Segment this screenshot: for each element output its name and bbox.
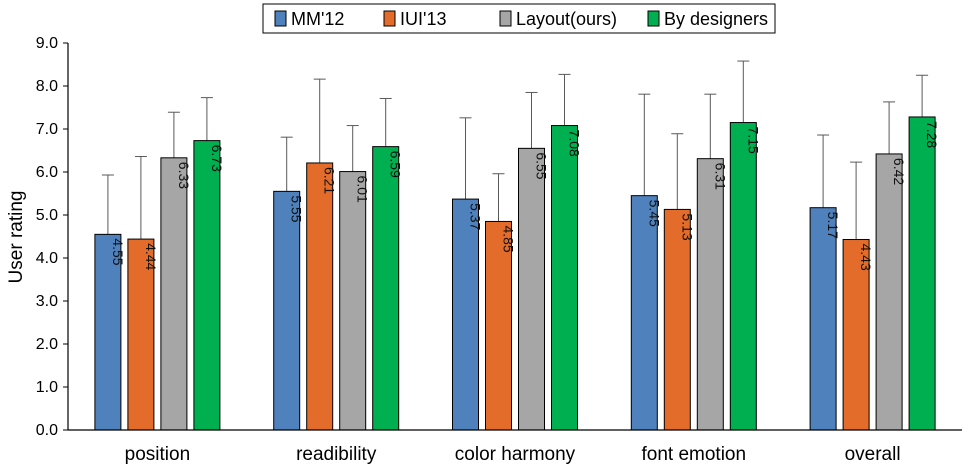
- bar: [908, 116, 936, 431]
- bar: [696, 158, 724, 431]
- data-label: 4.44: [143, 243, 159, 270]
- bar: [339, 171, 367, 431]
- bar: [729, 122, 757, 431]
- bar: [160, 157, 188, 431]
- y-tick-label: 1.0: [36, 379, 58, 396]
- y-tick-label: 7.0: [36, 121, 58, 138]
- data-label: 5.55: [289, 195, 305, 222]
- bar: [94, 233, 122, 431]
- bar: [842, 239, 870, 431]
- x-tick-label: readibility: [296, 444, 377, 465]
- data-label: 5.45: [646, 200, 662, 227]
- y-tick-label: 6.0: [36, 164, 58, 181]
- data-label: 7.28: [924, 121, 940, 148]
- bar: [551, 125, 578, 431]
- data-label: 5.17: [825, 212, 841, 239]
- legend-swatch: [274, 10, 287, 27]
- y-axis-label: User rating: [6, 191, 27, 284]
- data-label: 6.73: [209, 145, 225, 172]
- y-tick-label: 8.0: [36, 78, 58, 95]
- data-label: 6.33: [176, 162, 192, 189]
- legend-swatch: [383, 10, 396, 27]
- legend-swatch: [499, 10, 512, 27]
- data-label: 6.55: [534, 152, 550, 179]
- bar: [875, 153, 903, 431]
- data-label: 6.31: [712, 163, 728, 190]
- bar: [518, 147, 545, 431]
- bar: [809, 207, 837, 431]
- x-tick-label: position: [125, 444, 191, 465]
- data-label: 6.01: [355, 176, 371, 203]
- bar: [306, 162, 334, 431]
- legend-box: [262, 3, 776, 34]
- bar: [273, 190, 301, 431]
- legend-label: IUI'13: [400, 9, 446, 29]
- y-tick-label: 4.0: [36, 250, 58, 267]
- y-tick-label: 3.0: [36, 293, 58, 310]
- bar: [663, 208, 691, 431]
- legend-label: By designers: [664, 9, 768, 29]
- bar: [630, 195, 658, 431]
- legend-label: MM'12: [291, 9, 344, 29]
- x-tick-label: color harmony: [455, 444, 576, 465]
- data-label: 5.13: [679, 213, 695, 240]
- x-tick-label: overall: [845, 444, 901, 465]
- data-label: 4.43: [858, 244, 874, 271]
- y-tick-label: 9.0: [36, 35, 58, 52]
- data-label: 5.37: [468, 203, 484, 230]
- x-tick-label: font emotion: [642, 444, 747, 465]
- bar: [452, 198, 479, 431]
- legend-label: Layout(ours): [516, 9, 617, 29]
- data-label: 6.21: [322, 167, 338, 194]
- data-label: 6.42: [891, 158, 907, 185]
- data-label: 4.85: [501, 225, 517, 252]
- bar: [485, 220, 512, 431]
- y-tick-label: 2.0: [36, 336, 58, 353]
- bar: [372, 146, 400, 431]
- y-tick-label: 5.0: [36, 207, 58, 224]
- data-label: 4.55: [110, 238, 126, 265]
- legend-swatch: [647, 10, 660, 27]
- bar: [193, 140, 221, 431]
- data-label: 7.08: [567, 130, 583, 157]
- data-label: 6.59: [388, 151, 404, 178]
- data-label: 7.15: [745, 127, 761, 154]
- y-tick-label: 0.0: [36, 422, 58, 439]
